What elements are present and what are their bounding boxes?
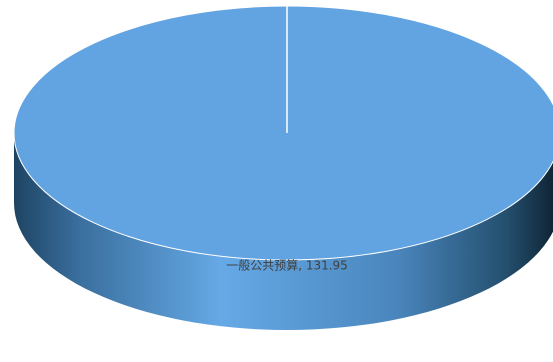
data-label: 一般公共预算, 131.95 xyxy=(226,258,348,273)
pie-side xyxy=(14,133,553,330)
pie-slice xyxy=(13,5,553,261)
